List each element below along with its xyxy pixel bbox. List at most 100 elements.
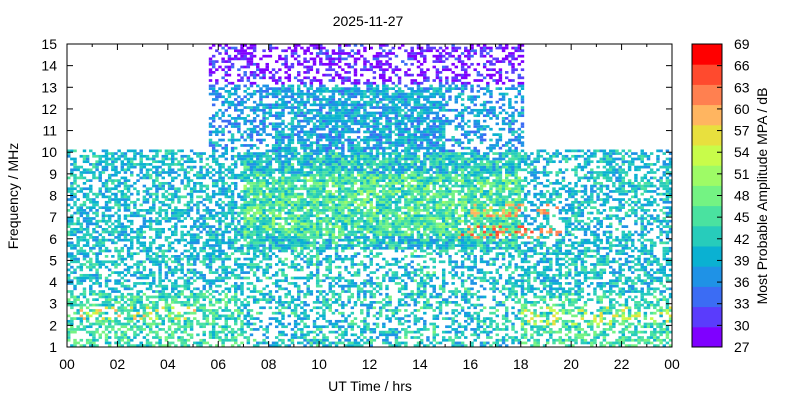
heatmap-cell [67, 268, 71, 272]
heatmap-cell [205, 314, 210, 318]
heatmap-cell [284, 279, 288, 283]
heatmap-cell [315, 252, 320, 256]
heatmap-cell [82, 149, 87, 153]
heatmap-cell [101, 149, 106, 153]
heatmap-cell [322, 344, 326, 347]
heatmap-cell [186, 230, 191, 234]
heatmap-cell [136, 163, 140, 166]
heatmap-cell [224, 282, 229, 285]
heatmap-cell [293, 149, 298, 153]
heatmap-cell [334, 236, 339, 239]
heatmap-cell [256, 298, 260, 302]
heatmap-cell [328, 257, 332, 261]
heatmap-cell [322, 325, 326, 329]
heatmap-cell [322, 309, 326, 312]
heatmap-cell [293, 333, 298, 337]
heatmap-cell [350, 154, 355, 158]
heatmap-cell [196, 309, 200, 312]
heatmap-cell [278, 236, 282, 239]
heatmap-cell [337, 284, 342, 288]
heatmap-cell [252, 298, 257, 302]
heatmap-cell [211, 192, 216, 196]
heatmap-cell [350, 203, 355, 207]
heatmap-cell [98, 290, 102, 293]
heatmap-cell [268, 222, 273, 226]
heatmap-cell [268, 173, 273, 177]
heatmap-cell [111, 192, 115, 196]
heatmap-cell [290, 127, 295, 131]
heatmap-cell [170, 241, 175, 245]
heatmap-cell [167, 317, 172, 320]
heatmap-cell [139, 344, 143, 347]
heatmap-cell [303, 225, 307, 228]
heatmap-cell [126, 179, 131, 182]
heatmap-cell [130, 309, 134, 312]
heatmap-cell [196, 341, 200, 345]
heatmap-cell [234, 206, 238, 210]
heatmap-cell [230, 87, 235, 90]
heatmap-cell [293, 219, 298, 223]
heatmap-cell [139, 325, 143, 329]
heatmap-cell [85, 317, 90, 320]
heatmap-cell [170, 163, 175, 166]
heatmap-cell [148, 341, 153, 345]
heatmap-cell [281, 57, 285, 61]
heatmap-cell [315, 230, 320, 234]
heatmap-cell [246, 217, 251, 220]
heatmap-cell [306, 260, 310, 264]
heatmap-cell [350, 65, 355, 69]
heatmap-cell [218, 265, 222, 269]
heatmap-cell [325, 114, 329, 118]
heatmap-cell [347, 344, 351, 347]
heatmap-cell [281, 163, 285, 166]
heatmap-cell [224, 257, 229, 261]
heatmap-cell [193, 184, 197, 188]
heatmap-cell [218, 284, 222, 288]
heatmap-cell [315, 190, 320, 193]
heatmap-cell [133, 273, 137, 277]
heatmap-cell [347, 176, 351, 180]
heatmap-cell [215, 157, 219, 161]
heatmap-cell [341, 325, 345, 329]
heatmap-cell [328, 287, 332, 291]
heatmap-cell [334, 298, 339, 302]
heatmap-cell [328, 309, 332, 312]
heatmap-cell [325, 227, 329, 231]
heatmap-cell [256, 73, 260, 77]
heatmap-cell [193, 222, 197, 226]
heatmap-cell [300, 252, 304, 256]
heatmap-cell [284, 200, 288, 204]
heatmap-cell [265, 187, 269, 191]
heatmap-cell [334, 73, 339, 77]
heatmap-cell [284, 301, 288, 304]
heatmap-cell [319, 135, 323, 139]
heatmap-cell [243, 276, 247, 280]
heatmap-cell [215, 322, 219, 326]
heatmap-cell [350, 54, 355, 58]
heatmap-cell [98, 319, 102, 323]
heatmap-cell [319, 49, 323, 53]
heatmap-cell [309, 206, 314, 210]
heatmap-cell [142, 198, 147, 201]
heatmap-cell [196, 209, 200, 212]
heatmap-cell [240, 203, 244, 207]
heatmap-cell [243, 317, 247, 320]
heatmap-cell [274, 222, 279, 226]
heatmap-cell [341, 314, 345, 318]
heatmap-cell [274, 92, 279, 96]
heatmap-cell [186, 214, 191, 218]
heatmap-cell [158, 173, 162, 177]
heatmap-cell [240, 284, 244, 288]
heatmap-cell [139, 160, 143, 164]
heatmap-cell [284, 181, 288, 185]
heatmap-cell [67, 154, 71, 158]
heatmap-cell [196, 301, 200, 304]
heatmap-cell [344, 192, 348, 196]
heatmap-cell [211, 44, 216, 47]
heatmap-cell [306, 187, 310, 191]
heatmap-cell [293, 106, 298, 109]
heatmap-cell [104, 179, 109, 182]
heatmap-cell [322, 135, 326, 139]
heatmap-cell [315, 187, 320, 191]
heatmap-cell [341, 238, 345, 242]
